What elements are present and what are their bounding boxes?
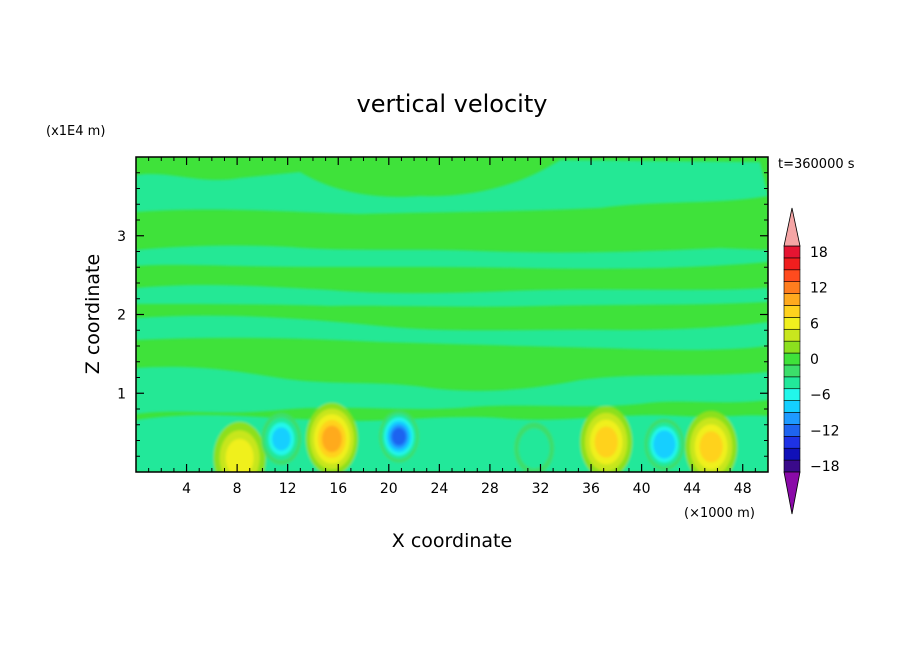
x-tick-label: 36	[582, 481, 600, 497]
colorbar-bin	[783, 317, 801, 330]
field-cell	[394, 431, 404, 442]
colorbar-bin	[783, 436, 801, 449]
y-axis-label: Z coordinate	[82, 254, 104, 374]
time-label: t=360000 s	[778, 157, 855, 172]
contour-band	[136, 315, 768, 350]
x-tick-label: 40	[633, 481, 651, 497]
field-cell	[599, 433, 614, 451]
colorbar-bin	[783, 376, 801, 390]
colorbar-bin	[783, 293, 801, 306]
x-tick-label: 8	[233, 481, 242, 497]
x-tick-label: 4	[182, 481, 191, 497]
contour-band	[136, 160, 768, 214]
field-cell	[325, 431, 338, 447]
x-tick-label: 20	[380, 481, 398, 497]
plot-area	[136, 157, 768, 472]
x-tick-label: 24	[430, 481, 448, 497]
y-unit-label: (x1E4 m)	[46, 124, 105, 139]
colorbar-bin	[783, 305, 801, 318]
contour-band	[136, 245, 768, 269]
colorbar-bin	[783, 459, 801, 473]
colorbar-bin	[783, 424, 801, 437]
x-tick-label: 32	[532, 481, 550, 497]
colorbar-tick-label: 6	[810, 316, 819, 332]
x-axis-label: X coordinate	[392, 530, 512, 552]
colorbar-bin	[783, 364, 801, 378]
colorbar-tick-label: 0	[810, 352, 819, 368]
y-tick-label: 3	[117, 229, 126, 245]
colorbar-tick-label: −18	[810, 459, 840, 475]
x-tick-label: 44	[683, 481, 701, 497]
field-cell	[275, 432, 287, 446]
colorbar-bin	[783, 257, 801, 271]
x-axis: 4 8 12 16 20 24 28 32 36 40 44 48	[148, 157, 756, 497]
x-tick-label: 16	[329, 481, 347, 497]
y-axis: 1 2 3	[117, 172, 768, 457]
colorbar-bin	[783, 340, 801, 354]
contour-band	[136, 284, 768, 307]
colorbar: 18 12 6 0 −6 −12 −18	[783, 207, 840, 515]
colorbar-bin	[783, 245, 801, 259]
colorbar-bin	[783, 269, 801, 282]
colorbar-bin	[783, 412, 801, 425]
colorbar-bin	[783, 352, 801, 366]
velocity-field	[136, 160, 768, 472]
colorbar-tick-label: 18	[810, 245, 828, 261]
colorbar-bin	[783, 328, 801, 342]
contour-band	[136, 366, 768, 414]
x-unit-label: (×1000 m)	[684, 506, 755, 521]
y-tick-label: 2	[117, 308, 126, 324]
x-tick-label: 28	[481, 481, 499, 497]
colorbar-tick-label: −12	[810, 423, 840, 439]
colorbar-bin	[783, 447, 801, 461]
colorbar-tick-label: −6	[810, 388, 831, 404]
colorbar-bin	[783, 388, 801, 401]
field-cell	[659, 438, 670, 451]
chart-title: vertical velocity	[357, 90, 548, 118]
field-cell	[704, 438, 718, 456]
field-cell	[231, 447, 248, 469]
colorbar-min-arrow	[783, 471, 801, 515]
x-tick-label: 48	[734, 481, 752, 497]
colorbar-bin	[783, 400, 801, 413]
field-cell	[527, 440, 541, 457]
colorbar-tick-label: 12	[810, 281, 828, 297]
colorbar-max-arrow	[783, 207, 801, 247]
y-tick-label: 1	[117, 386, 126, 402]
x-tick-label: 12	[279, 481, 297, 497]
colorbar-bin	[783, 281, 801, 294]
